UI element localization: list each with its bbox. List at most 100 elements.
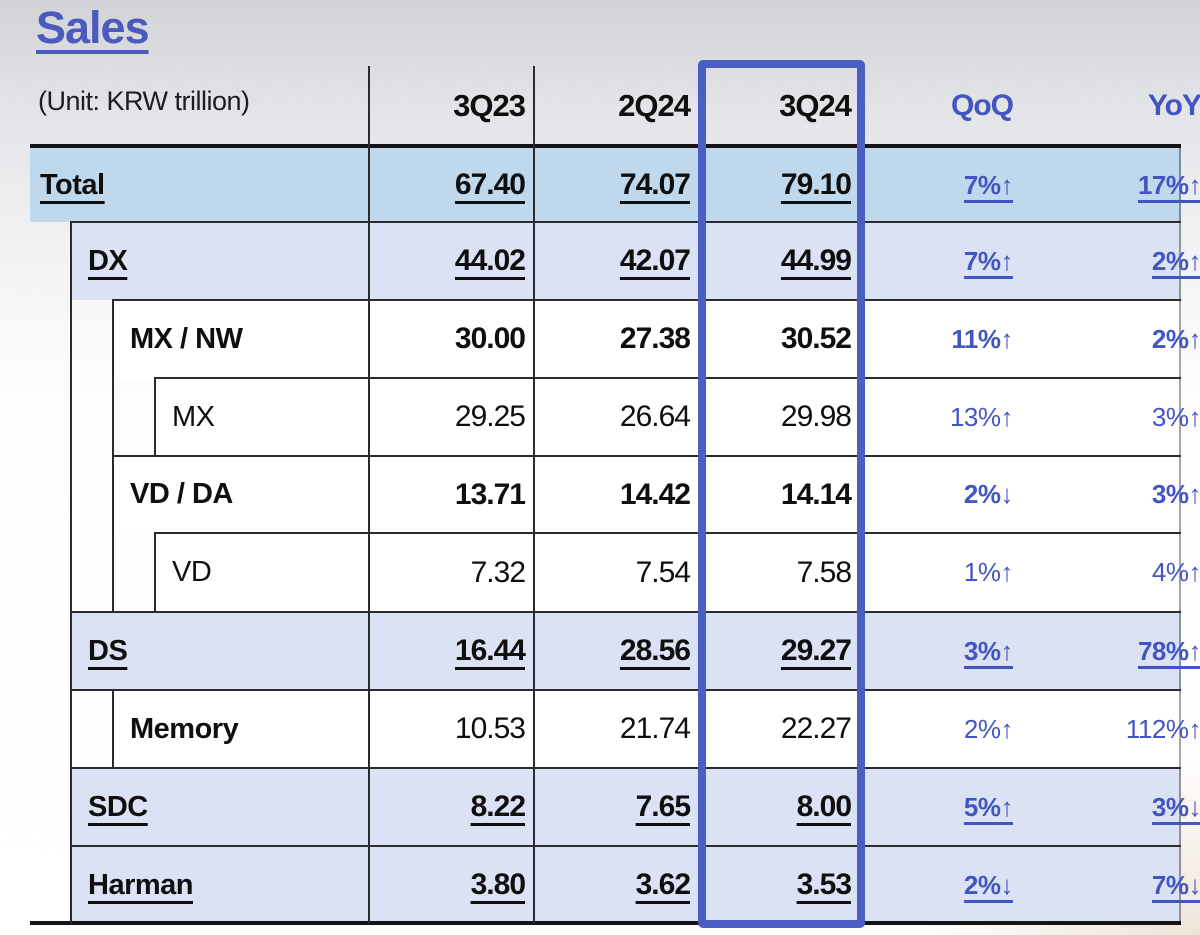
value-cell: 26.64 [619, 400, 691, 433]
value-cell: 44.02 [454, 244, 526, 277]
column-divider [533, 66, 535, 924]
delta-cell-yoy: 2%↑ [1151, 245, 1200, 276]
delta-cell-yoy: 78%↑ [1137, 635, 1200, 666]
table-row: MX / NW 30.00 27.38 30.52 11%↑ 2%↑ [30, 300, 1200, 378]
table-right-edge [1179, 146, 1181, 924]
value-cell: 8.22 [470, 790, 526, 823]
delta-cell-qoq: 2%↑ [963, 713, 1014, 744]
delta-cell-qoq: 7%↑ [963, 245, 1014, 276]
delta-cell-yoy: 3%↓ [1151, 791, 1200, 822]
value-cell: 29.25 [454, 400, 526, 433]
row-background-memory [112, 690, 1181, 768]
row-label: SDC [88, 790, 148, 823]
delta-cell-qoq: 5%↑ [963, 791, 1014, 822]
column-divider [154, 378, 156, 456]
row-label: Total [40, 168, 105, 201]
column-divider [70, 222, 72, 924]
value-cell: 3.62 [635, 868, 691, 901]
row-divider [154, 532, 1181, 534]
delta-cell-qoq: 1%↑ [963, 557, 1014, 587]
table-row: DX 44.02 42.07 44.99 7%↑ 2%↑ [30, 222, 1200, 300]
delta-cell-yoy: 3%↑ [1151, 479, 1200, 509]
row-label: VD [172, 556, 212, 588]
delta-cell-qoq: 7%↑ [963, 169, 1014, 200]
delta-cell-yoy: 112%↑ [1125, 713, 1200, 744]
row-background-vd [154, 533, 1181, 612]
delta-cell-qoq: 2%↓ [963, 479, 1014, 509]
page-title: Sales [36, 2, 150, 53]
delta-cell-qoq: 11%↑ [951, 323, 1013, 354]
highlight-box-3q24 [698, 60, 865, 928]
value-cell: 7.65 [635, 790, 691, 823]
delta-cell-yoy: 3%↑ [1151, 401, 1200, 432]
table-row: Harman 3.80 3.62 3.53 2%↓ 7%↓ [30, 846, 1200, 924]
value-cell: 29.27 [780, 634, 852, 667]
row-background-mx [154, 378, 1181, 456]
row-divider [112, 455, 1181, 457]
row-background-total [30, 148, 1181, 222]
table-row: SDC 8.22 7.65 8.00 5%↑ 3%↓ [30, 768, 1200, 846]
row-divider [70, 689, 1181, 691]
table-bottom-border [30, 921, 1181, 925]
row-background-ds [70, 612, 1181, 690]
delta-cell-yoy: 2%↑ [1151, 323, 1200, 354]
row-background-sdc [70, 768, 1181, 846]
value-cell: 13.71 [454, 477, 526, 511]
row-divider [154, 377, 1181, 379]
row-background-dx [70, 222, 1181, 300]
column-divider [112, 690, 114, 768]
column-divider [368, 66, 370, 924]
table-row: Memory 10.53 21.74 22.27 2%↑ 112%↑ [30, 690, 1200, 768]
row-divider [112, 299, 1181, 301]
value-cell: 14.42 [619, 477, 691, 511]
value-cell: 21.74 [619, 712, 691, 745]
table-row: DS 16.44 28.56 29.27 3%↑ 78%↑ [30, 612, 1200, 690]
value-cell: 7.54 [635, 555, 691, 589]
header-row: 3Q23 2Q24 3Q24 QoQ YoY [30, 65, 1200, 146]
value-cell: 44.99 [780, 244, 852, 277]
row-label: Memory [130, 712, 239, 745]
value-cell: 7.32 [470, 555, 526, 589]
value-cell: 28.56 [619, 634, 691, 667]
value-cell: 79.10 [780, 168, 852, 201]
column-header-3q23: 3Q23 [453, 87, 526, 123]
sales-table: 3Q23 2Q24 3Q24 QoQ YoY Total 67.40 74.07 79.10 7%… [30, 0, 1200, 935]
value-cell: 74.07 [619, 168, 691, 201]
row-background-vd-da [112, 456, 1181, 533]
column-divider [112, 300, 114, 612]
value-cell: 42.07 [619, 244, 691, 277]
delta-cell-qoq: 13%↑ [949, 401, 1014, 432]
table-row: Total 67.40 74.07 79.10 7%↑ 17%↑ [30, 148, 1200, 222]
column-header-2q24: 2Q24 [618, 87, 691, 123]
row-label: Harman [88, 868, 194, 901]
value-cell: 8.00 [796, 790, 852, 823]
value-cell: 10.53 [454, 712, 526, 745]
value-cell: 27.38 [619, 322, 691, 355]
table-row: VD 7.32 7.54 7.58 1%↑ 4%↑ [30, 533, 1200, 612]
row-divider [70, 767, 1181, 769]
column-header-qoq: QoQ [951, 88, 1014, 122]
value-cell: 3.80 [470, 868, 526, 901]
value-cell: 3.53 [796, 868, 852, 901]
row-divider [70, 221, 1181, 223]
value-cell: 29.98 [780, 400, 852, 433]
delta-cell-yoy: 17%↑ [1137, 169, 1200, 200]
row-divider [70, 611, 1181, 613]
row-divider [70, 845, 1181, 847]
row-label: MX [172, 400, 215, 433]
value-cell: 7.58 [796, 555, 852, 589]
column-divider [154, 533, 156, 612]
delta-cell-qoq: 2%↓ [963, 869, 1014, 900]
delta-cell-qoq: 3%↑ [963, 635, 1014, 666]
row-label: MX / NW [130, 322, 243, 355]
value-cell: 16.44 [454, 634, 526, 667]
row-label: DS [88, 634, 128, 667]
value-cell: 22.27 [780, 712, 852, 745]
table-row: VD / DA 13.71 14.42 14.14 2%↓ 3%↑ [30, 456, 1200, 533]
row-label: VD / DA [130, 478, 233, 510]
table-top-border [30, 144, 1181, 148]
table-row: MX 29.25 26.64 29.98 13%↑ 3%↑ [30, 378, 1200, 456]
value-cell: 30.52 [780, 322, 852, 355]
row-background-mx-nw [112, 300, 1181, 378]
value-cell: 14.14 [780, 477, 852, 511]
